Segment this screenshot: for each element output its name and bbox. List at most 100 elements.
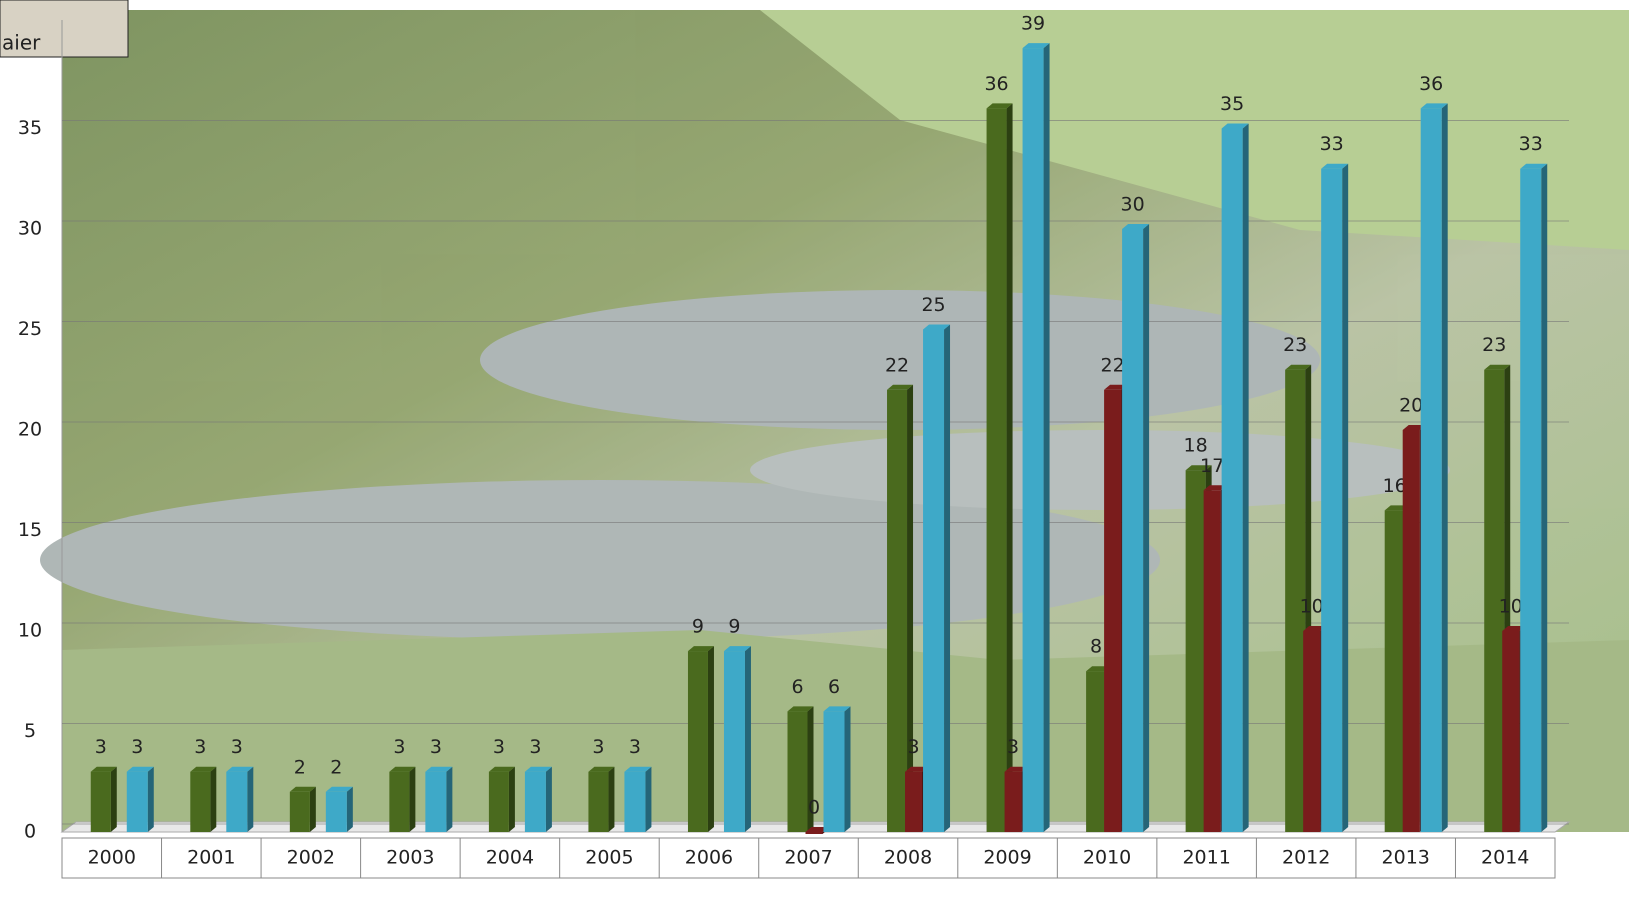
bar [1004, 771, 1022, 832]
bar-side [707, 646, 714, 832]
bar-side [744, 646, 751, 832]
bar [1104, 389, 1122, 832]
x-tick-label: 2014 [1481, 847, 1529, 869]
data-label: 30 [1121, 194, 1145, 216]
bar [1285, 369, 1306, 832]
bar-top [1104, 384, 1128, 390]
bar-side [1006, 103, 1013, 832]
bar [126, 771, 148, 832]
data-label: 17 [1200, 455, 1224, 477]
bar [887, 389, 908, 832]
bar-top [923, 324, 951, 330]
bar-side [409, 766, 416, 832]
bar-side [1043, 43, 1050, 833]
x-tick-label: 2003 [386, 847, 434, 869]
bar-top [1022, 43, 1050, 49]
y-tick-label: 30 [18, 218, 42, 240]
bar-top [588, 766, 615, 772]
bar-top [1285, 364, 1312, 370]
bar-side [247, 766, 254, 832]
bar-side [907, 384, 914, 832]
data-label: 22 [885, 354, 909, 376]
bar-top [1402, 425, 1426, 430]
bar-side [608, 766, 615, 832]
data-label: 36 [984, 73, 1008, 95]
bar-top [226, 766, 254, 772]
y-tick-label: 10 [18, 620, 42, 642]
bar-top [289, 786, 316, 792]
x-tick-label: 2005 [585, 847, 633, 869]
bar [986, 108, 1007, 832]
data-label: 3 [592, 736, 604, 758]
bar-side [1541, 163, 1548, 832]
bar [425, 771, 447, 832]
bar-top [723, 646, 751, 652]
x-tick-label: 2004 [486, 847, 534, 869]
data-label: 3 [131, 736, 143, 758]
bar-top [1484, 364, 1511, 370]
data-label: 3 [231, 736, 243, 758]
bar-top [805, 827, 829, 832]
data-label: 36 [1419, 73, 1443, 95]
x-tick-label: 2007 [784, 847, 832, 869]
bar-top [823, 706, 851, 712]
bar [1086, 671, 1107, 832]
bar-side [1342, 163, 1349, 832]
data-label: 3 [95, 736, 107, 758]
bar-side [944, 324, 951, 832]
bar-side [1242, 123, 1249, 832]
bar-side [309, 786, 316, 832]
bar-top [1420, 103, 1448, 109]
bar [624, 771, 646, 832]
data-label: 3 [1007, 736, 1019, 758]
data-label: 22 [1101, 354, 1125, 376]
y-tick-label: 0 [24, 821, 36, 843]
bar-side [110, 766, 117, 832]
bar-side [1441, 103, 1448, 832]
bar-side [545, 766, 552, 832]
data-label: 3 [393, 736, 405, 758]
bar-top [687, 646, 714, 652]
data-label: 3 [907, 736, 919, 758]
bar-top [1185, 465, 1212, 471]
bar-top [1122, 224, 1150, 229]
inset-caption: aier [2, 31, 41, 55]
bar [524, 771, 546, 832]
data-label: 9 [728, 616, 740, 638]
data-label: 3 [430, 736, 442, 758]
data-label: 2 [294, 756, 306, 778]
bar-side [1143, 224, 1150, 832]
bar-top [887, 384, 914, 390]
bar-top [1502, 626, 1526, 631]
bar [787, 711, 808, 832]
data-label: 25 [921, 294, 945, 316]
x-tick-label: 2009 [983, 847, 1031, 869]
data-label: 8 [1090, 636, 1102, 658]
bar-top [986, 103, 1013, 109]
data-label: 3 [629, 736, 641, 758]
bar [389, 771, 410, 832]
bar-top [1203, 485, 1227, 491]
bar [723, 651, 745, 832]
bar [1022, 48, 1044, 833]
bar-top [425, 766, 453, 772]
bar [90, 771, 111, 832]
bar [289, 791, 310, 832]
bar-top [190, 766, 217, 772]
bar-top [524, 766, 552, 772]
bar-top [1221, 123, 1249, 129]
data-label: 3 [194, 736, 206, 758]
bar [1185, 470, 1206, 832]
data-label: 23 [1482, 334, 1506, 356]
bar-top [905, 766, 929, 772]
bar [1321, 168, 1343, 832]
x-axis-band [61, 837, 1556, 879]
bar-top [787, 706, 814, 712]
bar [1484, 369, 1505, 832]
x-tick-label: 2002 [287, 847, 335, 869]
x-tick-label: 2011 [1182, 847, 1230, 869]
bar [325, 791, 347, 832]
y-tick-label: 15 [18, 519, 42, 541]
bar [1502, 631, 1520, 832]
bar [805, 832, 823, 834]
